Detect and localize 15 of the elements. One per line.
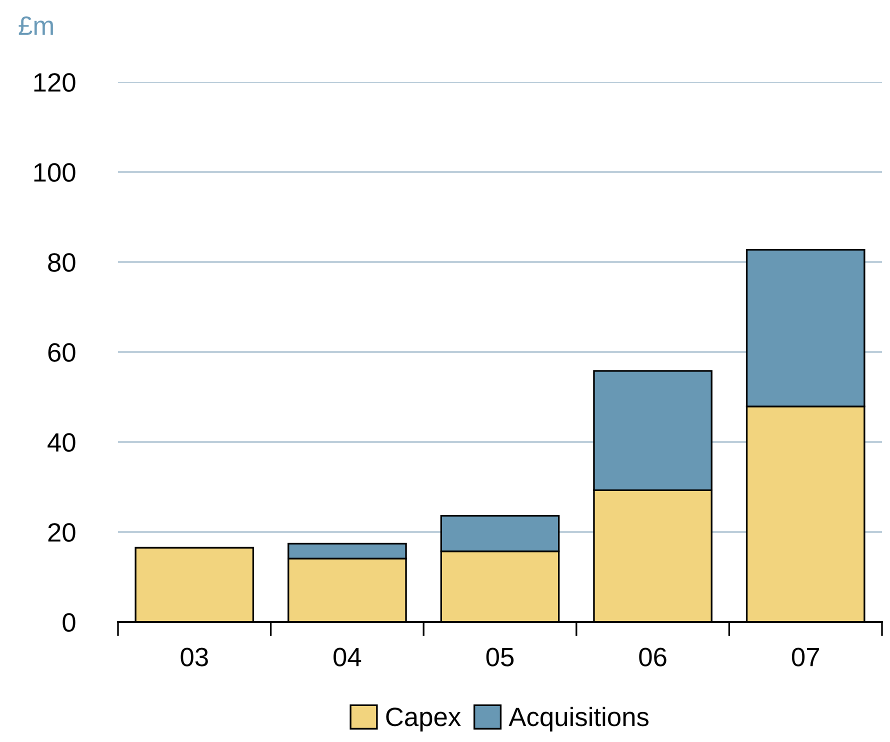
y-tick-label: 0 <box>62 613 76 632</box>
legend-label: Capex <box>386 708 461 732</box>
legend-label: Acquisitions <box>508 706 648 732</box>
x-tick-label: 05 <box>486 648 514 666</box>
x-tick-label: 06 <box>639 648 666 666</box>
x-tick-label: 04 <box>334 648 362 666</box>
y-tick-label: 120 <box>34 73 76 92</box>
y-axis-title: £m <box>18 16 53 35</box>
y-tick-label: 60 <box>48 343 76 362</box>
y-tick-label: 20 <box>48 523 76 542</box>
y-tick-label: 40 <box>48 433 76 452</box>
x-tick-label: 07 <box>792 648 819 666</box>
x-tick-label: 03 <box>180 648 208 666</box>
y-tick-label: 80 <box>48 253 76 272</box>
y-tick-label: 100 <box>34 163 76 182</box>
